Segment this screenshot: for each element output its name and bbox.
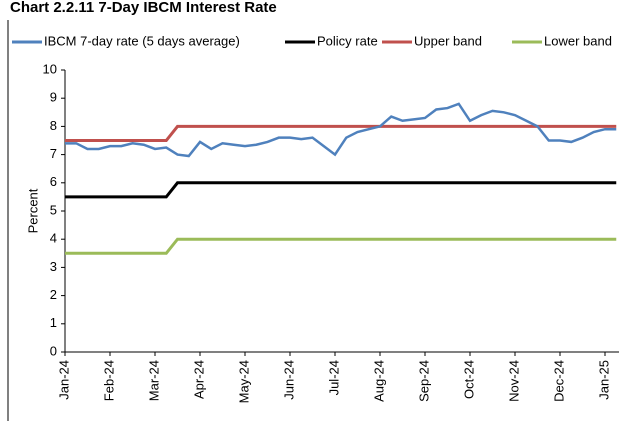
series-line xyxy=(65,181,617,199)
legend-label: Upper band xyxy=(414,33,482,48)
y-tick-label: 2 xyxy=(50,287,57,302)
legend-label: Lower band xyxy=(544,33,612,48)
x-tick-label: Apr-24 xyxy=(191,360,206,399)
legend-label: IBCM 7-day rate (5 days average) xyxy=(44,33,240,48)
x-tick-label: Nov-24 xyxy=(506,360,521,402)
legend-label: Policy rate xyxy=(317,33,378,48)
x-tick-label: May-24 xyxy=(236,360,251,403)
y-axis-label: Percent xyxy=(25,188,40,233)
x-tick-label: Mar-24 xyxy=(146,360,161,401)
y-tick-label: 1 xyxy=(50,315,57,330)
y-tick-label: 7 xyxy=(50,146,57,161)
series-line xyxy=(65,102,617,158)
x-tick-label: Oct-24 xyxy=(461,360,476,399)
x-tick-label: Sep-24 xyxy=(416,360,431,402)
x-tick-label: Feb-24 xyxy=(101,360,116,401)
y-tick-label: 0 xyxy=(50,343,57,358)
y-tick-label: 9 xyxy=(50,90,57,105)
series-line xyxy=(65,124,617,142)
y-tick-label: 10 xyxy=(43,61,57,76)
y-tick-label: 4 xyxy=(50,231,57,246)
x-tick-label: Aug-24 xyxy=(371,360,386,402)
x-tick-label: Jan-24 xyxy=(56,360,71,400)
x-tick-label: Jul-24 xyxy=(326,360,341,395)
chart-title: Chart 2.2.11 7-Day IBCM Interest Rate xyxy=(10,0,277,16)
y-tick-label: 8 xyxy=(50,118,57,133)
x-tick-label: Dec-24 xyxy=(551,360,566,402)
series-line xyxy=(65,237,617,255)
x-tick-label: Jun-24 xyxy=(281,360,296,400)
y-tick-label: 6 xyxy=(50,174,57,189)
y-tick-label: 5 xyxy=(50,202,57,217)
x-tick-label: Jan-25 xyxy=(596,360,611,400)
y-tick-label: 3 xyxy=(50,259,57,274)
